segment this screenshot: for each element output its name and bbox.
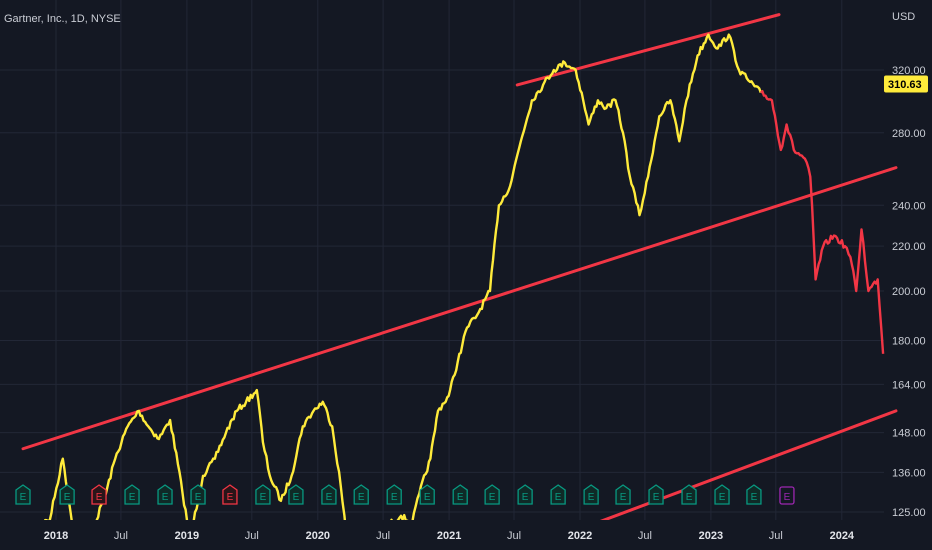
earnings-marker[interactable]: E [288, 484, 304, 505]
earnings-marker[interactable]: E [714, 484, 730, 505]
earnings-label: E [20, 492, 27, 503]
earnings-marker[interactable]: E [484, 484, 500, 505]
earnings-label: E [195, 492, 202, 503]
earnings-label: E [719, 492, 726, 503]
earnings-marker[interactable]: E [321, 484, 337, 505]
earnings-marker[interactable]: E [615, 484, 631, 505]
earnings-label: E [227, 492, 234, 503]
last-price-label: 310.63 [888, 79, 922, 91]
x-tick-label: 2020 [306, 530, 330, 542]
earnings-marker[interactable]: E [583, 484, 599, 505]
earnings-label: E [260, 492, 267, 503]
x-tick-label: 2019 [175, 530, 199, 542]
earnings-label: E [293, 492, 300, 503]
earnings-marker[interactable]: E [124, 484, 140, 505]
earnings-marker[interactable]: E [15, 484, 31, 505]
y-tick-label: 200.00 [892, 286, 926, 298]
grid-lines [0, 0, 884, 520]
earnings-marker[interactable]: E [517, 484, 533, 505]
x-tick-label: 2023 [699, 530, 723, 542]
earnings-marker[interactable]: E [746, 484, 762, 505]
y-tick-label: 280.00 [892, 128, 926, 140]
earnings-label: E [162, 492, 169, 503]
earnings-label: E [326, 492, 333, 503]
earnings-label: E [457, 492, 464, 503]
y-tick-label: 180.00 [892, 336, 926, 348]
y-tick-label: 148.00 [892, 428, 926, 440]
time-axis-bg [0, 520, 932, 550]
earnings-marker[interactable]: E [648, 484, 664, 505]
earnings-marker[interactable]: E [779, 486, 795, 505]
earnings-marker[interactable]: E [222, 484, 238, 505]
price-line-1 [21, 33, 762, 550]
x-tick-label: Jul [638, 530, 652, 542]
y-tick-label: 125.00 [892, 507, 926, 519]
earnings-label: E [751, 492, 758, 503]
x-tick-label: 2021 [437, 530, 461, 542]
earnings-marker[interactable]: E [386, 484, 402, 505]
x-tick-label: 2018 [44, 530, 68, 542]
earnings-marker[interactable]: E [255, 484, 271, 505]
last-price-badge: 310.63 [884, 75, 928, 93]
earnings-label: E [96, 492, 103, 503]
earnings-label: E [555, 492, 562, 503]
earnings-label: E [489, 492, 496, 503]
earnings-label: E [620, 492, 627, 503]
earnings-label: E [64, 492, 71, 503]
price-series [21, 33, 885, 550]
earnings-label: E [653, 492, 660, 503]
price-axis[interactable]: 320.00 280.00 240.00 220.00 200.00 180.00 164.… [892, 65, 926, 519]
price-line-2 [760, 89, 885, 354]
trendline-1[interactable] [515, 13, 781, 87]
y-tick-label: 320.00 [892, 65, 926, 77]
earnings-label: E [391, 492, 398, 503]
x-tick-label: Jul [507, 530, 521, 542]
earnings-marker[interactable]: E [59, 484, 75, 505]
x-tick-label: 2024 [830, 530, 855, 542]
earnings-marker[interactable]: E [681, 484, 697, 505]
earnings-marker[interactable]: E [550, 484, 566, 505]
earnings-marker[interactable]: E [157, 484, 173, 505]
x-tick-label: Jul [245, 530, 259, 542]
symbol-title: Gartner, Inc., 1D, NYSE [4, 13, 121, 25]
earnings-label: E [522, 492, 529, 503]
currency-label: USD [892, 11, 915, 23]
earnings-label: E [129, 492, 136, 503]
earnings-label: E [686, 492, 693, 503]
time-axis[interactable]: 2018 Jul 2019 Jul 2020 Jul 2021 Jul 2022 Jul 2023 J… [0, 520, 932, 550]
x-tick-label: Jul [114, 530, 128, 542]
earnings-label: E [358, 492, 365, 503]
y-tick-label: 164.00 [892, 379, 926, 391]
earnings-marker[interactable]: E [452, 484, 468, 505]
earnings-label: E [424, 492, 431, 503]
earnings-label: E [784, 492, 791, 503]
trendline-2[interactable] [21, 166, 898, 451]
x-tick-label: 2022 [568, 530, 592, 542]
y-tick-label: 240.00 [892, 200, 926, 212]
earnings-marker[interactable]: E [419, 484, 435, 505]
x-tick-label: Jul [769, 530, 783, 542]
x-tick-label: Jul [376, 530, 390, 542]
earnings-label: E [588, 492, 595, 503]
earnings-marker[interactable]: E [353, 484, 369, 505]
y-tick-label: 220.00 [892, 241, 926, 253]
earnings-marker[interactable]: E [91, 484, 107, 505]
y-tick-label: 136.00 [892, 467, 926, 479]
earnings-marker[interactable]: E [190, 484, 206, 505]
